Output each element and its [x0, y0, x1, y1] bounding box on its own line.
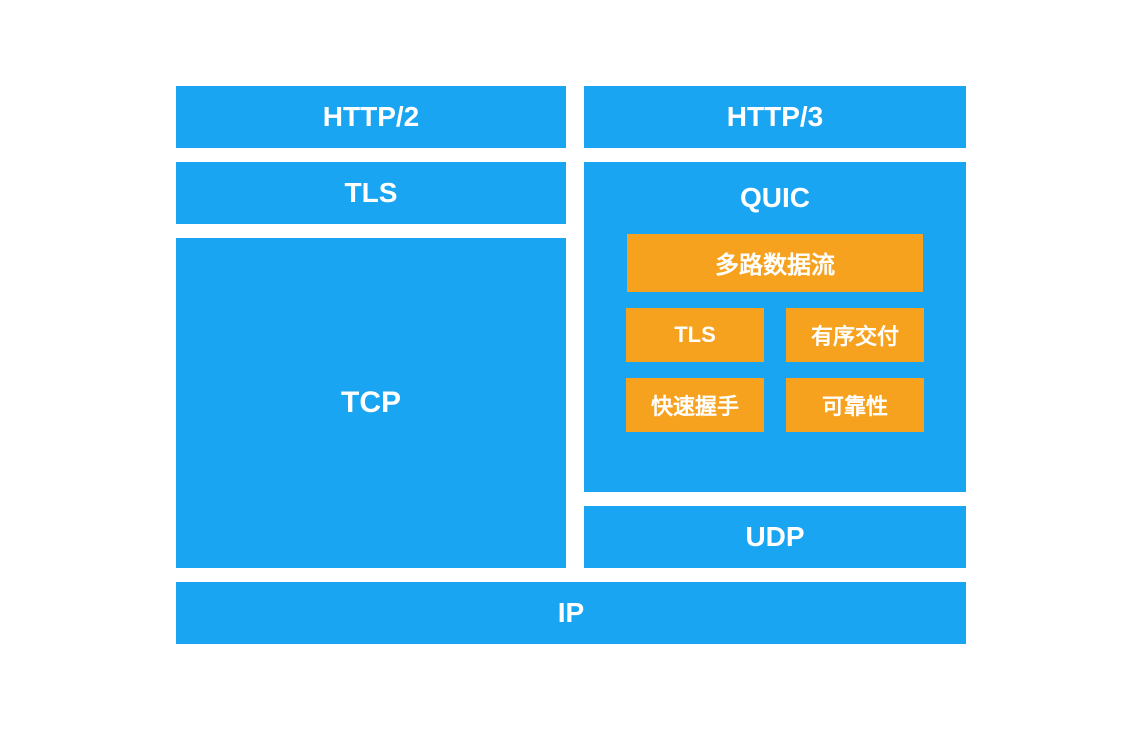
tls-block-left: TLS [176, 162, 566, 224]
quic-feature-multiplexing: 多路数据流 [627, 234, 923, 292]
protocol-stack-diagram: HTTP/2 TLS TCP HTTP/3 QUIC 多路数据流 TLS 有序交… [176, 86, 966, 644]
quic-features: 多路数据流 TLS 有序交付 快速握手 可靠性 [608, 234, 942, 432]
quic-feature-reliability: 可靠性 [786, 378, 924, 432]
udp-block: UDP [584, 506, 966, 568]
quic-title: QUIC [740, 182, 810, 214]
quic-feature-fast-handshake: 快速握手 [626, 378, 764, 432]
http3-block: HTTP/3 [584, 86, 966, 148]
tcp-block: TCP [176, 238, 566, 568]
http2-block: HTTP/2 [176, 86, 566, 148]
quic-block: QUIC 多路数据流 TLS 有序交付 快速握手 可靠性 [584, 162, 966, 492]
quic-feature-ordered-delivery: 有序交付 [786, 308, 924, 362]
stacks-row: HTTP/2 TLS TCP HTTP/3 QUIC 多路数据流 TLS 有序交… [176, 86, 966, 568]
quic-feature-tls: TLS [626, 308, 764, 362]
http2-stack: HTTP/2 TLS TCP [176, 86, 566, 568]
http3-stack: HTTP/3 QUIC 多路数据流 TLS 有序交付 快速握手 可靠性 [584, 86, 966, 568]
ip-block: IP [176, 582, 966, 644]
